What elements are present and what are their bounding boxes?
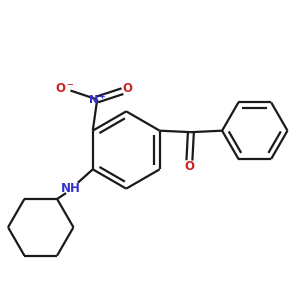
- Text: $\mathregular{N^+}$: $\mathregular{N^+}$: [88, 92, 106, 107]
- Text: O: O: [123, 82, 133, 95]
- Text: $\mathregular{O^-}$: $\mathregular{O^-}$: [55, 82, 75, 95]
- Text: NH: NH: [61, 182, 80, 195]
- Text: O: O: [184, 160, 194, 173]
